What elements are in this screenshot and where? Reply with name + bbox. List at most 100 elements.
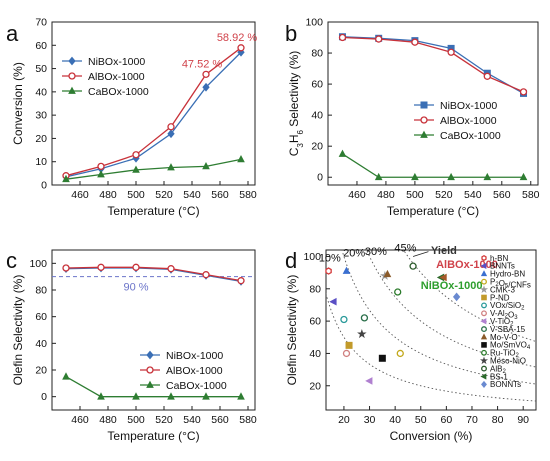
panel-letter: b	[285, 21, 297, 46]
data-point-cabox-1000	[202, 161, 210, 170]
legend-marker	[146, 380, 154, 388]
data-point-albox-1000	[447, 48, 455, 56]
legend-marker	[68, 86, 76, 94]
legend-label-bnnts: BNNTs	[490, 262, 515, 271]
y-tick-label: 100	[305, 17, 323, 29]
series-line-cabox-1000	[65, 376, 241, 398]
data-point-albox-1000	[237, 44, 245, 52]
legend-marker	[481, 326, 487, 333]
scatter-point-ru-tio2	[394, 288, 402, 296]
yield-title: Yield	[431, 245, 457, 257]
legend-label-meso-nio: Meso-NiO	[490, 357, 526, 366]
y-axis-title: Olefin Selectivity (%)	[285, 275, 299, 386]
data-point-cabox-1000	[62, 174, 70, 183]
panel-letter: d	[285, 248, 297, 273]
data-point-albox-1000	[338, 33, 347, 42]
legend-marker	[146, 366, 154, 374]
legend-label-v-al2o3: V-Al2O3	[490, 309, 518, 321]
plot-frame	[327, 21, 539, 186]
legend-marker	[479, 356, 489, 365]
y-tick-label: 60	[309, 316, 321, 328]
scatter-point-h-bn	[325, 267, 332, 275]
x-axis-title: Conversion (%)	[390, 429, 473, 443]
scatter-point-hydro-bn	[342, 266, 351, 274]
y-tick-label: 60	[311, 79, 323, 91]
y-tick-label: 0	[41, 391, 47, 403]
legend-label-bs-1: BS-1	[490, 372, 508, 381]
panel-d: 20 30 40 50 60 70 80 90 20 40 60 80 100 Conversion (%…	[285, 243, 537, 443]
legend-label-p-nd: P-ND	[490, 293, 510, 302]
legend-label-albox-1000: AlBOx-1000	[440, 115, 497, 127]
data-point-albox-1000	[519, 88, 528, 96]
scatter-point-v-tio2	[365, 377, 373, 385]
data-point-cabox-1000	[338, 149, 347, 157]
x-tick-label: 90	[517, 414, 529, 426]
x-tick-label: 520	[435, 189, 453, 201]
legend-marker	[68, 56, 76, 66]
scatter-point-mo-v-o	[383, 269, 392, 278]
x-tick-label: 560	[211, 189, 229, 201]
x-axis-title: Temperature (°C)	[107, 429, 199, 443]
x-tick-label: 520	[155, 414, 173, 426]
legend-marker	[479, 285, 489, 294]
y-tick-label: 40	[35, 338, 47, 350]
data-point-albox-1000	[202, 70, 210, 78]
legend-label-cabox-1000: CaBOx-1000	[88, 86, 149, 98]
data-point-albox-1000	[375, 35, 383, 43]
y-tick-label: 60	[35, 311, 47, 323]
data-point-albox-1000	[167, 265, 175, 273]
legend-marker	[481, 294, 487, 301]
legend-marker	[480, 318, 487, 325]
data-point-albox-1000	[411, 38, 419, 46]
panel-letter: a	[6, 21, 19, 46]
legend-label-v-tio2: V-TiO2	[490, 317, 514, 328]
data-point-albox-1000	[132, 263, 140, 271]
data-label: 58.92 %	[217, 32, 258, 44]
y-axis-title: Conversion (%)	[11, 62, 25, 145]
legend-marker	[481, 254, 487, 262]
legend-marker	[146, 350, 154, 360]
y-tick-label: 70	[35, 17, 47, 29]
series-line-albox-1000	[65, 266, 242, 282]
data-point-cabox-1000	[97, 170, 105, 178]
legend-marker	[480, 270, 488, 277]
y-tick-label: 80	[309, 283, 321, 295]
x-tick-label: 500	[127, 414, 145, 426]
yield-curve	[366, 250, 536, 368]
x-tick-label: 480	[99, 189, 117, 201]
legend-label-vox-sio2: VOx/SiO2	[490, 301, 525, 312]
legend-marker	[481, 380, 487, 388]
y-tick-label: 60	[35, 40, 47, 52]
x-axis-title: Temperature (°C)	[107, 204, 199, 218]
x-tick-label: 480	[377, 189, 395, 201]
legend-label-albox-1000: AlBOx-1000	[166, 365, 223, 377]
series-line-nibox-1000	[342, 36, 524, 94]
legend-label-cabox-1000: CaBOx-1000	[166, 380, 227, 392]
legend-marker	[480, 373, 487, 380]
x-tick-label: 460	[71, 189, 89, 201]
data-point-albox-1000	[97, 162, 105, 171]
legend-label-mo-smvo4: Mo/SmVO4	[490, 341, 531, 352]
yield-curves	[326, 250, 536, 402]
legend-label-v-sba-15: V-SBA-15	[490, 325, 526, 334]
scatter-point-meso-nio	[357, 329, 367, 339]
data-point-cabox-1000	[167, 392, 175, 400]
scatter-point-alb2	[409, 262, 417, 270]
x-tick-label: 80	[492, 414, 504, 426]
panel-letter: c	[6, 248, 17, 273]
x-tick-label: 480	[99, 414, 117, 426]
legend-label-nibox-1000: NiBOx-1000	[88, 56, 145, 68]
y-tick-label: 20	[309, 380, 321, 392]
y-tick-label: 0	[317, 172, 323, 184]
y-tick-label: 100	[303, 251, 321, 263]
data-point-cabox-1000	[132, 165, 140, 173]
legend-label-cabox-1000: CaBOx-1000	[440, 130, 501, 142]
legend-marker	[480, 333, 488, 340]
data-point-albox-1000	[202, 271, 210, 279]
data-point-albox-1000	[132, 151, 140, 159]
y-tick-label: 50	[35, 63, 47, 75]
scatter-point-bonnts	[452, 292, 461, 302]
legend-label-nibox-1000: NiBOx-1000	[440, 100, 497, 112]
yield-label: 45%	[394, 243, 416, 255]
x-tick-label: 540	[464, 189, 482, 201]
